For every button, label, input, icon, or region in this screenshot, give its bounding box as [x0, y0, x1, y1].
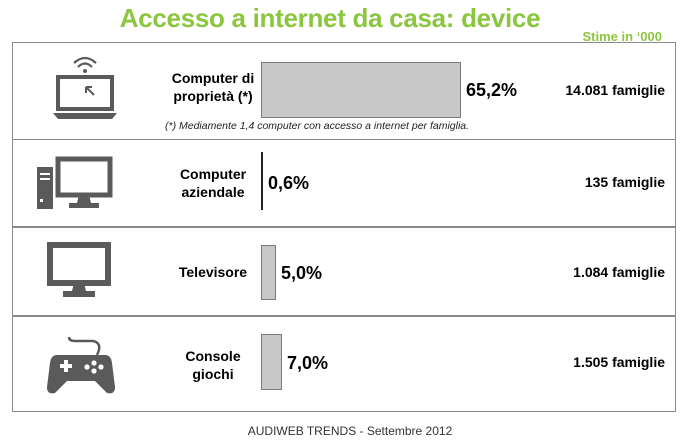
families-own-computer: 14.081 famiglie	[565, 82, 665, 98]
footnote: (*) Mediamente 1,4 computer con accesso …	[165, 120, 470, 132]
families-work-computer: 135 famiglie	[584, 174, 665, 190]
pct-label-television: 5,0%	[281, 263, 323, 283]
unit-note: Stime in ‘000	[582, 29, 662, 44]
label-line-1: Computer	[179, 166, 247, 182]
label-line-1: Televisore	[178, 264, 248, 280]
bar-television	[261, 245, 276, 300]
row-panel-game-console: Console giochi 7,0% 1.505 famiglie	[12, 316, 676, 412]
bar-game-console	[261, 334, 282, 390]
label-line-1: Console	[185, 348, 241, 364]
game-controller-icon	[47, 336, 115, 394]
television-icon	[47, 242, 111, 297]
bar-work-computer	[261, 152, 263, 210]
row-label-game-console: Console giochi	[163, 347, 263, 383]
row-panel-work-computer: Computer aziendale 0,6% 135 famiglie	[12, 139, 676, 227]
label-line-2: aziendale	[181, 184, 245, 200]
label-line-2: giochi	[192, 366, 234, 382]
pct-label-work-computer: 0,6%	[268, 173, 310, 193]
chart-title: Accesso a internet da casa: device	[119, 3, 541, 33]
pct-label-own-computer: 65,2%	[466, 80, 518, 100]
laptop-wifi-icon	[53, 56, 117, 119]
row-label-own-computer: Computer di proprietà (*)	[163, 69, 263, 105]
families-television: 1.084 famiglie	[573, 264, 665, 280]
row-label-work-computer: Computer aziendale	[163, 165, 263, 201]
label-line-2: proprietà (*)	[173, 88, 253, 104]
row-panel-television: Televisore 5,0% 1.084 famiglie	[12, 227, 676, 316]
row-panel-own-computer: Computer di proprietà (*) 65,2% 14.081 f…	[12, 42, 676, 140]
pct-label-game-console: 7,0%	[287, 353, 329, 373]
source-footer: AUDIWEB TRENDS - Settembre 2012	[247, 424, 453, 438]
label-line-1: Computer di	[171, 70, 255, 86]
families-game-console: 1.505 famiglie	[573, 354, 665, 370]
row-label-television: Televisore	[163, 263, 263, 281]
bar-own-computer	[261, 62, 461, 118]
desktop-computer-icon	[37, 156, 113, 209]
